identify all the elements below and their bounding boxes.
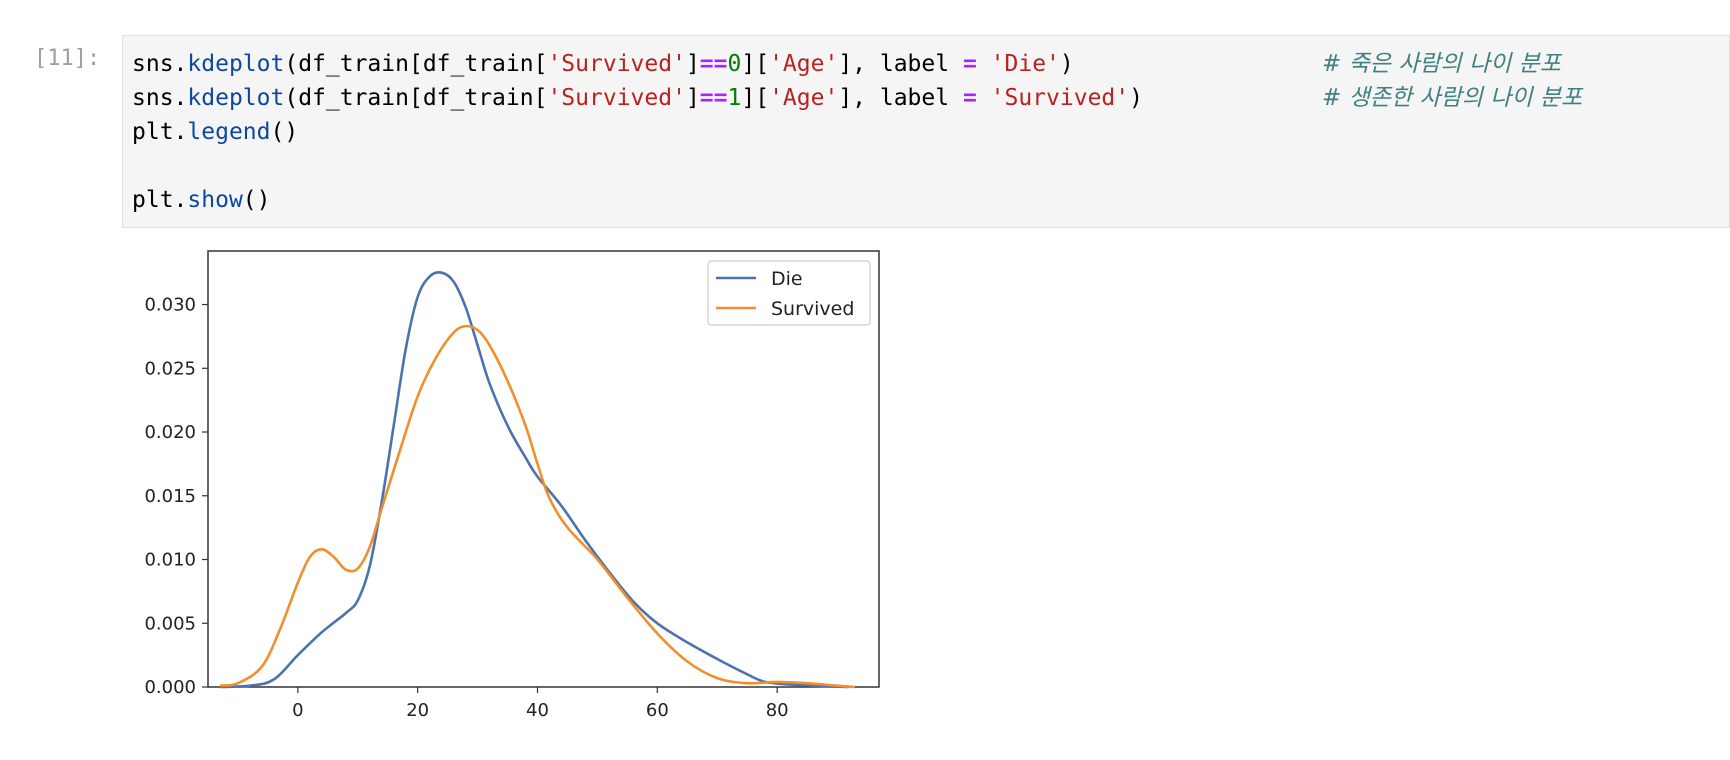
y-tick-label: 0.030 bbox=[144, 295, 196, 316]
cell-prompt: [11]: bbox=[34, 46, 101, 71]
kde-chart: 0.000 0.005 0.010 0.015 0.020 0.025 0.030 0 20 4… bbox=[144, 250, 880, 721]
y-tick-label: 0.020 bbox=[144, 422, 196, 443]
x-tick-label: 60 bbox=[646, 700, 669, 721]
cell-output: 0.000 0.005 0.010 0.015 0.020 0.025 0.030 0 20 4… bbox=[0, 240, 1730, 756]
legend: Die Survived bbox=[707, 260, 871, 326]
y-tick-label: 0.010 bbox=[144, 550, 196, 571]
y-axis: 0.000 0.005 0.010 0.015 0.020 0.025 0.030 bbox=[144, 295, 208, 698]
y-tick-label: 0.005 bbox=[144, 613, 196, 634]
series-line-die bbox=[219, 271, 850, 689]
x-tick-label: 0 bbox=[292, 700, 303, 721]
series-line-survived bbox=[219, 324, 856, 689]
legend-label-survived: Survived bbox=[771, 298, 854, 320]
x-axis: 0 20 40 60 80 bbox=[292, 687, 789, 721]
y-tick-label: 0.015 bbox=[144, 486, 196, 507]
y-tick-label: 0.025 bbox=[144, 358, 196, 379]
x-tick-label: 40 bbox=[526, 700, 549, 721]
code-cell-input[interactable]: sns.kdeplot(df_train[df_train['Survived'… bbox=[122, 35, 1730, 228]
code-comment-1: # 죽은 사람의 나이 분포 bbox=[1322, 51, 1561, 77]
code-comment-2: # 생존한 사람의 나이 분포 bbox=[1322, 85, 1583, 111]
legend-label-die: Die bbox=[771, 268, 803, 290]
x-tick-label: 80 bbox=[766, 700, 789, 721]
code-line-3: plt.legend() bbox=[132, 119, 299, 145]
code-line-2: sns.kdeplot(df_train[df_train['Survived'… bbox=[132, 85, 1143, 111]
y-tick-label: 0.000 bbox=[144, 677, 196, 698]
x-tick-label: 20 bbox=[406, 700, 429, 721]
code-line-1: sns.kdeplot(df_train[df_train['Survived'… bbox=[132, 51, 1074, 77]
code-line-5: plt.show() bbox=[132, 187, 271, 213]
series-lines bbox=[219, 271, 856, 689]
